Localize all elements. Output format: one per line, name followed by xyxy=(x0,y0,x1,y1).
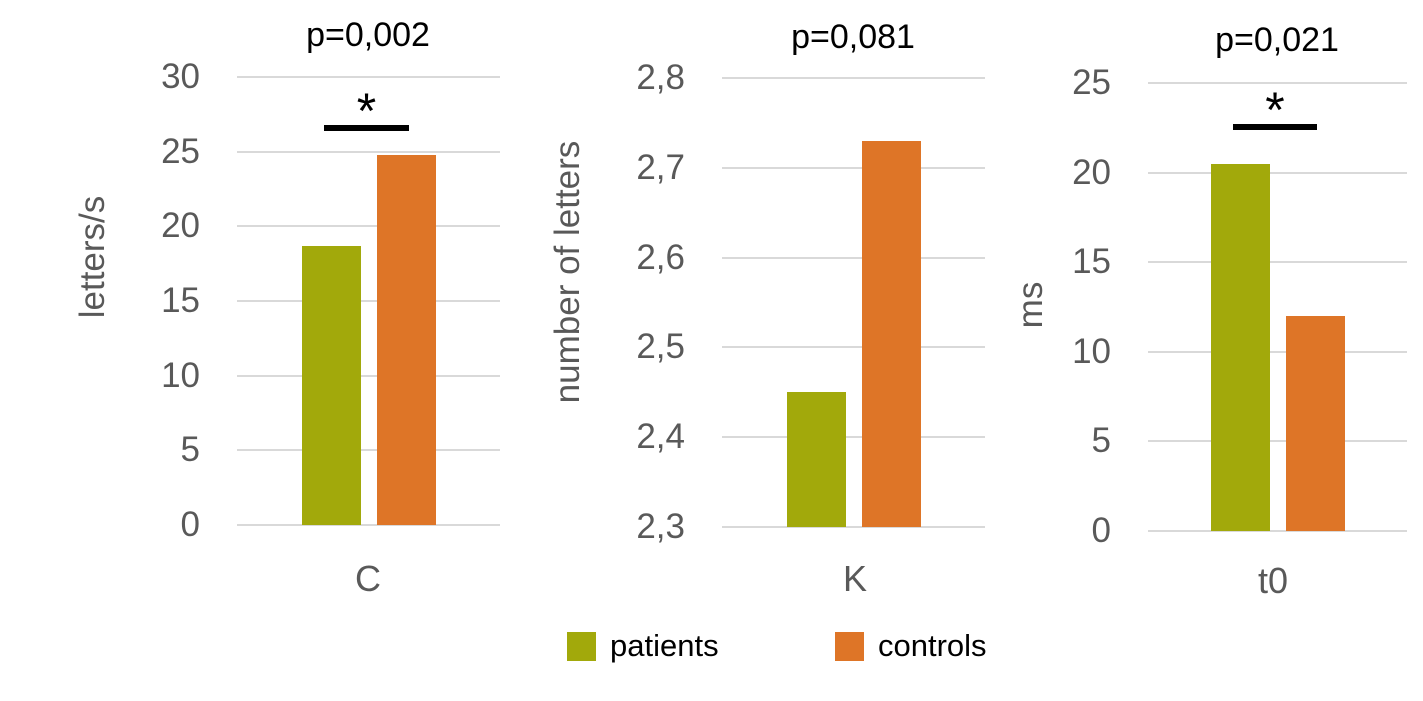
y-tick-label: 0 xyxy=(1091,511,1111,550)
gridline xyxy=(722,526,985,528)
gridline xyxy=(237,524,500,526)
x-category-label: K xyxy=(842,558,868,599)
y-tick-label: 5 xyxy=(180,430,200,470)
y-axis-label: ms xyxy=(1011,281,1050,329)
gridline xyxy=(722,436,985,439)
bar-patients xyxy=(786,392,846,527)
gridline xyxy=(722,256,985,259)
bar-patients xyxy=(301,245,361,525)
chart-title: p=0,021 xyxy=(1215,21,1339,59)
gridline xyxy=(1148,82,1407,84)
y-tick-label: 30 xyxy=(161,57,200,96)
gridline xyxy=(237,449,500,452)
plot-area: 30 25 20 15 10 5 0 xyxy=(161,57,500,544)
chart-title: p=0,002 xyxy=(306,16,430,54)
gridline xyxy=(237,300,500,302)
y-tick-label: 0 xyxy=(180,505,200,544)
y-tick-label: 15 xyxy=(1072,242,1111,282)
gridline xyxy=(722,346,985,349)
bar-controls xyxy=(376,154,436,525)
y-tick-label: 10 xyxy=(1072,331,1111,371)
legend-item-controls: controls xyxy=(835,628,987,663)
gridline xyxy=(1148,350,1407,353)
bar-patients xyxy=(1210,163,1270,531)
y-tick-label: 10 xyxy=(161,355,200,395)
y-tick-label: 5 xyxy=(1091,421,1111,461)
gridline xyxy=(722,166,985,169)
gridline xyxy=(237,76,500,78)
patients-swatch xyxy=(567,631,596,661)
gridline xyxy=(237,374,500,377)
y-tick-label: 2,4 xyxy=(636,417,685,457)
gridline xyxy=(1148,171,1407,174)
gridline xyxy=(1148,440,1407,443)
gridline xyxy=(237,225,500,228)
gridline xyxy=(1148,261,1407,264)
significance-line xyxy=(1233,124,1317,130)
y-tick-label: 2,6 xyxy=(636,237,685,277)
gridline xyxy=(1148,530,1407,532)
y-tick-label: 15 xyxy=(161,281,200,320)
legend-label: controls xyxy=(878,628,987,663)
bar-controls xyxy=(1285,315,1345,531)
plot-area: 2,8 2,7 2,6 2,5 2,4 2,3 xyxy=(636,58,985,546)
x-category-label: t0 xyxy=(1257,560,1289,601)
significance-marker: * xyxy=(1233,82,1317,138)
x-category-label: C xyxy=(355,558,381,599)
significance-asterisk: * xyxy=(356,83,377,139)
controls-swatch xyxy=(835,631,864,661)
gridline xyxy=(722,77,985,79)
y-tick-label: 2,5 xyxy=(636,327,685,367)
y-tick-label: 2,7 xyxy=(636,147,685,187)
y-tick-label: 25 xyxy=(1072,63,1111,102)
chart-title: p=0,081 xyxy=(791,18,915,56)
y-tick-label: 20 xyxy=(161,206,200,246)
significance-marker: * xyxy=(324,83,409,139)
legend-item-patients: patients xyxy=(567,628,719,663)
significance-line xyxy=(324,125,409,131)
y-tick-label: 25 xyxy=(161,131,200,171)
bar-controls xyxy=(861,140,921,527)
y-tick-label: 20 xyxy=(1072,152,1111,192)
significance-asterisk: * xyxy=(1265,82,1285,138)
legend-label: patients xyxy=(610,628,719,663)
y-tick-label: 2,3 xyxy=(636,507,685,546)
plot-area: 25 20 15 10 5 0 xyxy=(1072,63,1407,550)
gridline xyxy=(237,150,500,153)
y-tick-label: 2,8 xyxy=(636,58,685,97)
